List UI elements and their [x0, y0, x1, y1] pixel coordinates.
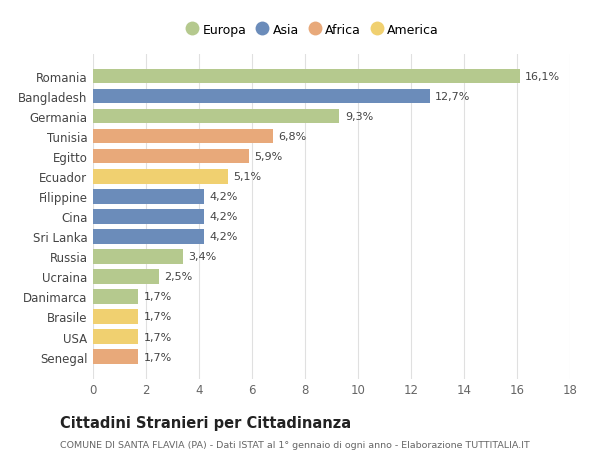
Text: 2,5%: 2,5% [164, 272, 193, 282]
Text: 1,7%: 1,7% [143, 352, 172, 362]
Bar [93, 230, 204, 244]
Text: 1,7%: 1,7% [143, 312, 172, 322]
Text: 4,2%: 4,2% [209, 212, 238, 222]
Text: Cittadini Stranieri per Cittadinanza: Cittadini Stranieri per Cittadinanza [60, 415, 351, 431]
Bar [93, 350, 138, 364]
Bar [93, 330, 138, 344]
Bar [93, 210, 204, 224]
Text: 5,9%: 5,9% [254, 152, 283, 162]
Bar [93, 170, 228, 184]
Bar [93, 110, 340, 124]
Bar [93, 310, 138, 324]
Bar [93, 190, 204, 204]
Bar [93, 269, 159, 284]
Bar [93, 250, 183, 264]
Bar [93, 70, 520, 84]
Text: 4,2%: 4,2% [209, 192, 238, 202]
Bar [93, 90, 430, 104]
Text: 1,7%: 1,7% [143, 292, 172, 302]
Bar [93, 150, 250, 164]
Text: 6,8%: 6,8% [278, 132, 307, 142]
Legend: Europa, Asia, Africa, America: Europa, Asia, Africa, America [181, 19, 444, 42]
Text: 5,1%: 5,1% [233, 172, 262, 182]
Text: 3,4%: 3,4% [188, 252, 217, 262]
Text: 16,1%: 16,1% [525, 72, 560, 82]
Text: 12,7%: 12,7% [435, 92, 470, 102]
Text: 4,2%: 4,2% [209, 232, 238, 242]
Bar [93, 290, 138, 304]
Text: COMUNE DI SANTA FLAVIA (PA) - Dati ISTAT al 1° gennaio di ogni anno - Elaborazio: COMUNE DI SANTA FLAVIA (PA) - Dati ISTAT… [60, 440, 530, 449]
Bar [93, 130, 273, 144]
Text: 1,7%: 1,7% [143, 332, 172, 342]
Text: 9,3%: 9,3% [345, 112, 373, 122]
